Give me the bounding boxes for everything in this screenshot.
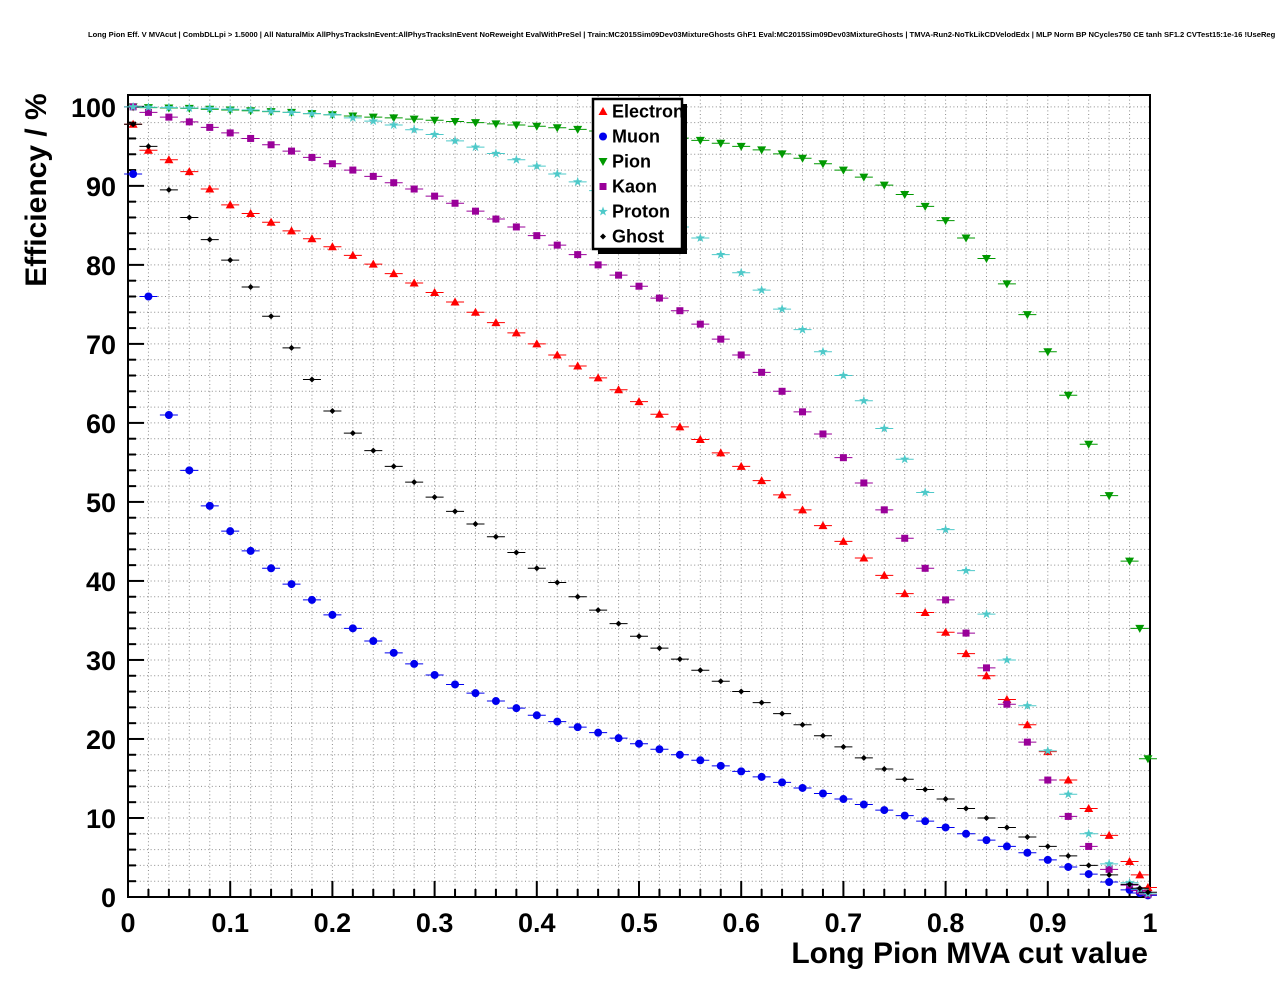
- series-ghost: [124, 121, 1157, 896]
- x-tick-label: 0.9: [1029, 908, 1067, 938]
- x-tick-label: 0.4: [518, 908, 556, 938]
- y-tick-label: 60: [86, 409, 116, 439]
- y-tick-label: 90: [86, 172, 116, 202]
- y-tick-label: 0: [101, 883, 116, 913]
- legend-label-proton: Proton: [612, 202, 670, 222]
- series-kaon: [124, 103, 1157, 899]
- legend: Electron Muon Pion Kaon Proton Ghost: [591, 97, 687, 254]
- y-tick-label: 100: [71, 93, 116, 123]
- x-tick-label: 0.6: [722, 908, 760, 938]
- y-tick-label: 50: [86, 488, 116, 518]
- y-tick-label: 80: [86, 251, 116, 281]
- y-tick-label: 30: [86, 646, 116, 676]
- x-tick-label: 0.3: [416, 908, 454, 938]
- x-tick-label: 0.1: [211, 908, 249, 938]
- legend-label-muon: Muon: [612, 127, 660, 147]
- legend-label-ghost: Ghost: [612, 227, 664, 247]
- x-tick-label: 0.2: [314, 908, 352, 938]
- x-tick-label: 0.5: [620, 908, 658, 938]
- x-tick-label: 0.7: [825, 908, 863, 938]
- x-tick-label: 0.8: [927, 908, 965, 938]
- plot-title: Long Pion Eff. V MVAcut | CombDLLpi > 1.…: [88, 30, 1276, 39]
- legend-label-electron: Electron: [612, 102, 684, 122]
- y-tick-label: 20: [86, 725, 116, 755]
- legend-label-pion: Pion: [612, 152, 651, 172]
- y-axis-title: Efficiency / %: [20, 93, 53, 286]
- grid: [129, 96, 1149, 896]
- y-tick-label: 70: [86, 330, 116, 360]
- y-tick-label: 40: [86, 567, 116, 597]
- x-tick-label: 0: [120, 908, 135, 938]
- series-muon: [124, 170, 1157, 900]
- x-tick-label: 1: [1142, 908, 1157, 938]
- legend-label-kaon: Kaon: [612, 177, 657, 197]
- x-axis-title: Long Pion MVA cut value: [791, 937, 1148, 970]
- y-tick-label: 10: [86, 804, 116, 834]
- axes: 0 0.1 0.2 0.3 0.4 0.5 0.6 0.7 0.8 0.9 101020304050…: [71, 93, 1158, 938]
